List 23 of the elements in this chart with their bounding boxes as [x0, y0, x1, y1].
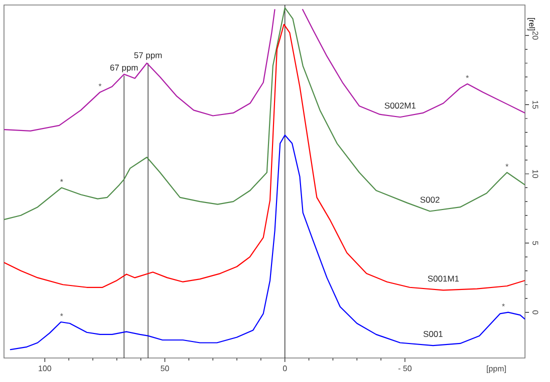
ref-line-label: 67 ppm: [110, 64, 138, 72]
x-axis-title: [ppm]: [486, 366, 506, 373]
series-label: S002M1: [384, 102, 416, 109]
series-label: S001M1: [428, 276, 459, 282]
annotation: *: [60, 179, 64, 182]
y-tick-label: 0: [532, 310, 538, 314]
ref-line-label: 57 ppm: [134, 52, 162, 60]
annotation: *: [98, 84, 102, 86]
y-tick-label: 10: [532, 170, 538, 178]
annotation: *: [502, 304, 505, 306]
x-tick-label: 100: [38, 366, 52, 372]
y-tick-label: 15: [532, 100, 538, 109]
x-tick-label: 50: [160, 366, 169, 372]
x-tick-label: - 50: [398, 366, 412, 372]
y-tick-label: 20: [532, 31, 538, 40]
y-tick-label: 5: [532, 241, 538, 245]
series-label: S001: [424, 330, 443, 337]
annotation: *: [506, 164, 508, 167]
x-tick-label: 0: [282, 366, 287, 372]
y-axis-title: [rel]: [528, 18, 535, 30]
series-label: S002: [420, 196, 440, 203]
annotation: *: [60, 313, 64, 316]
annotation: *: [466, 75, 469, 78]
